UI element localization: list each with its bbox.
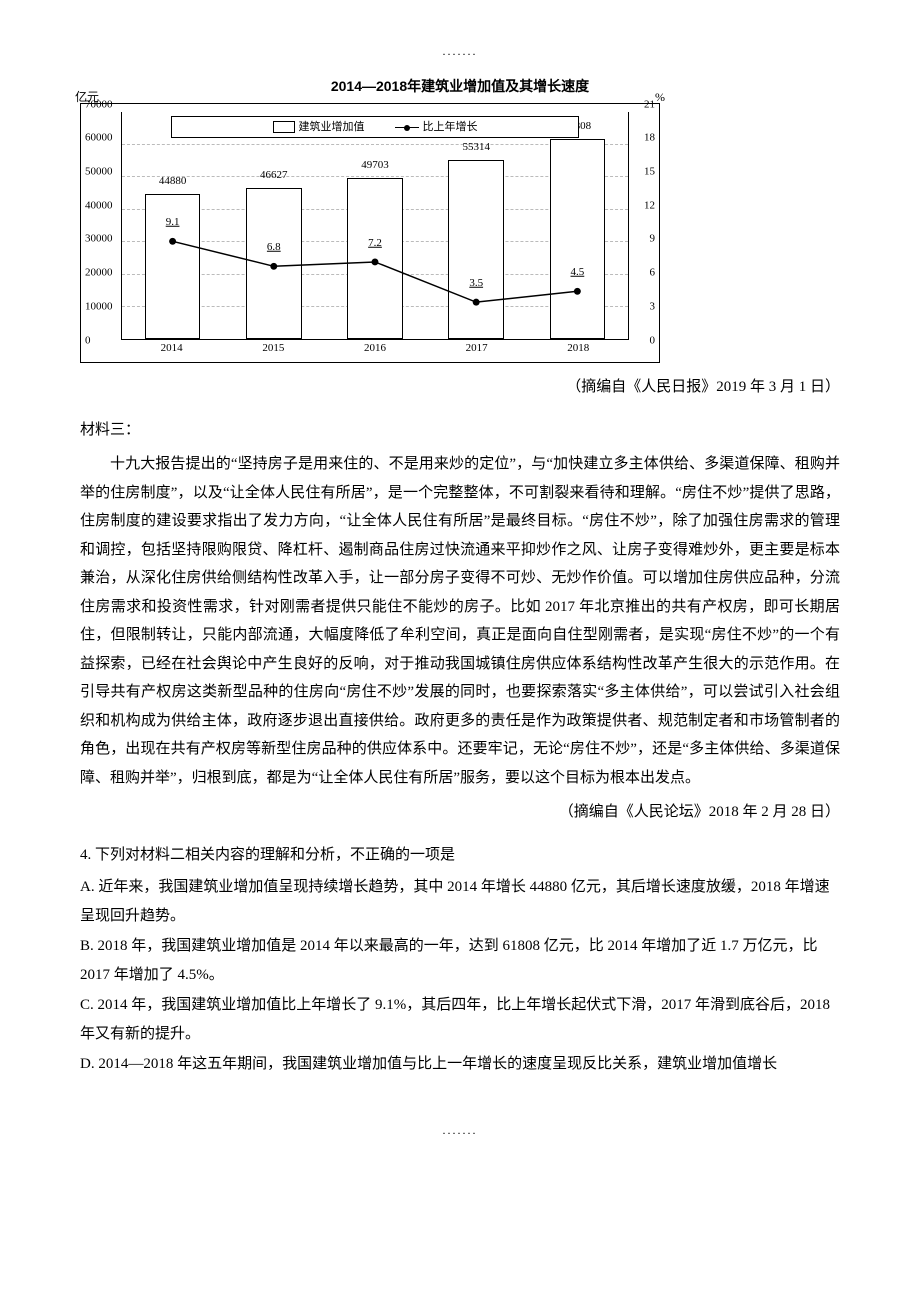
legend-bar-icon (273, 121, 295, 133)
bottom-dots: ....... (80, 1119, 840, 1142)
material-3-head: 材料三： (80, 416, 840, 445)
legend-line-icon (395, 127, 419, 128)
option-d: D. 2014—2018 年这五年期间，我国建筑业增加值与比上一年增长的速度呈现… (80, 1050, 840, 1079)
y-left-tick: 10000 (81, 296, 121, 317)
x-tick-label: 2014 (161, 338, 183, 359)
legend-line: 比上年增长 (395, 117, 478, 138)
plot-area: 448809.1466276.8497037.2553143.5618084.5 (121, 112, 629, 340)
line-value-label: 7.2 (368, 232, 382, 253)
legend-bar: 建筑业增加值 (273, 117, 365, 138)
source-2: （摘编自《人民论坛》2018 年 2 月 28 日） (80, 798, 840, 827)
line-value-label: 3.5 (469, 272, 483, 293)
y-left-tick: 70000 (81, 94, 121, 115)
chart-container: 2014—2018年建筑业增加值及其增长速度 亿元 % 建筑业增加值 比上年增长… (80, 73, 840, 364)
y-left-tick: 60000 (81, 128, 121, 149)
option-b: B. 2018 年，我国建筑业增加值是 2014 年以来最高的一年，达到 618… (80, 932, 840, 989)
y-left-ticks: 010000200003000040000500006000070000 (81, 104, 121, 340)
top-dots: ....... (80, 40, 840, 63)
y-left-tick: 30000 (81, 229, 121, 250)
x-tick-label: 2017 (466, 338, 488, 359)
line-value-label: 9.1 (166, 212, 180, 233)
chart-area: 亿元 % 建筑业增加值 比上年增长 0100002000030000400005… (80, 103, 660, 363)
x-tick-label: 2015 (262, 338, 284, 359)
y-left-tick: 50000 (81, 161, 121, 182)
line-series (122, 112, 628, 340)
source-1: （摘编自《人民日报》2019 年 3 月 1 日） (80, 373, 840, 402)
x-tick-label: 2018 (567, 338, 589, 359)
y-left-tick: 0 (81, 330, 121, 351)
chart-title: 2014—2018年建筑业增加值及其增长速度 (80, 73, 840, 100)
legend-line-label: 比上年增长 (423, 117, 478, 138)
option-c: C. 2014 年，我国建筑业增加值比上年增长了 9.1%，其后四年，比上年增长… (80, 991, 840, 1048)
question-4: 4. 下列对材料二相关内容的理解和分析，不正确的一项是 (80, 841, 840, 870)
material-3-body: 十九大报告提出的“坚持房子是用来住的、不是用来炒的定位”，与“加快建立多主体供给… (80, 450, 840, 792)
chart-legend: 建筑业增加值 比上年增长 (171, 116, 579, 138)
y-left-tick: 40000 (81, 195, 121, 216)
option-a: A. 近年来，我国建筑业增加值呈现持续增长趋势，其中 2014 年增长 4488… (80, 873, 840, 930)
y-left-tick: 20000 (81, 263, 121, 284)
x-tick-label: 2016 (364, 338, 386, 359)
legend-bar-label: 建筑业增加值 (299, 117, 365, 138)
line-value-label: 6.8 (267, 237, 281, 258)
line-value-label: 4.5 (571, 261, 585, 282)
